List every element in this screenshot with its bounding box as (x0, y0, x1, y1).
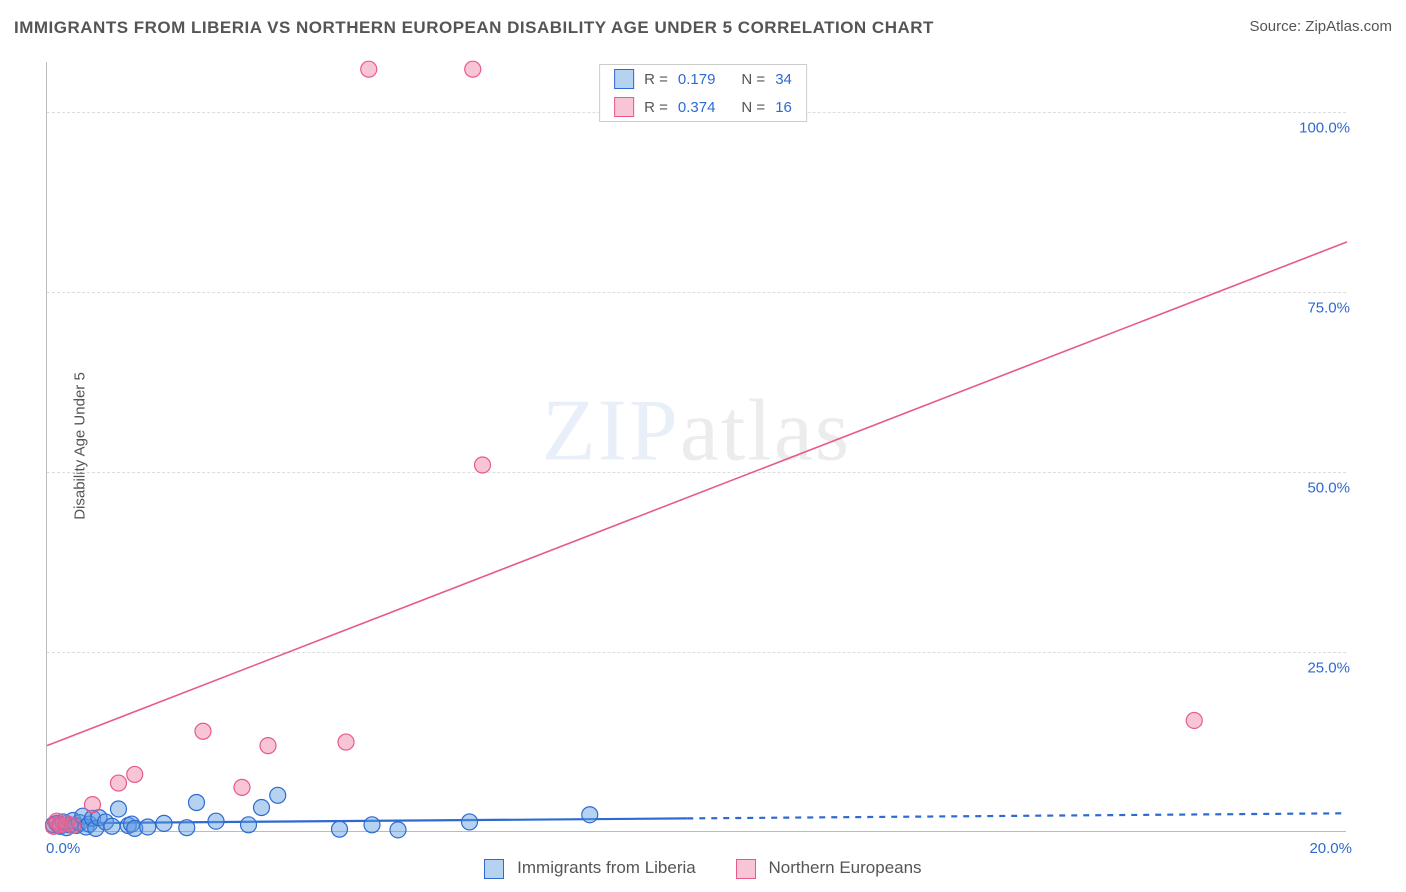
legend-label-liberia: Immigrants from Liberia (517, 858, 696, 877)
legend-r-label: R = (644, 71, 668, 88)
data-point-liberia (462, 814, 478, 830)
data-point-northern (127, 766, 143, 782)
legend-r-value-liberia: 0.179 (678, 71, 716, 88)
data-point-northern (111, 775, 127, 791)
data-point-liberia (208, 813, 224, 829)
regression-line-northern (47, 242, 1347, 746)
legend-swatch-northern (614, 97, 634, 117)
data-point-northern (465, 61, 481, 77)
plot-svg (47, 62, 1347, 832)
legend-label-northern: Northern Europeans (768, 858, 921, 877)
legend-stats-box: R = 0.179 N = 34 R = 0.374 N = 16 (599, 64, 807, 122)
data-point-northern (361, 61, 377, 77)
plot-area: ZIPatlas (46, 62, 1346, 832)
data-point-northern (65, 818, 81, 834)
legend-item-liberia: Immigrants from Liberia (484, 858, 695, 879)
legend-r-label: R = (644, 99, 668, 116)
data-point-liberia (111, 801, 127, 817)
data-point-liberia (270, 787, 286, 803)
legend-item-northern: Northern Europeans (736, 858, 922, 879)
data-point-northern (475, 457, 491, 473)
data-point-liberia (332, 821, 348, 837)
legend-n-value-liberia: 34 (775, 71, 792, 88)
x-tick-end: 20.0% (1309, 840, 1352, 857)
data-point-northern (260, 738, 276, 754)
legend-n-label: N = (741, 71, 765, 88)
x-tick-start: 0.0% (46, 840, 80, 857)
legend-r-value-northern: 0.374 (678, 99, 716, 116)
data-point-liberia (156, 815, 172, 831)
legend-series: Immigrants from Liberia Northern Europea… (0, 858, 1406, 879)
chart-title: IMMIGRANTS FROM LIBERIA VS NORTHERN EURO… (14, 18, 934, 38)
source-label: Source: ZipAtlas.com (1249, 18, 1392, 35)
data-point-northern (195, 723, 211, 739)
legend-stats-row-northern: R = 0.374 N = 16 (600, 93, 806, 121)
data-point-northern (85, 797, 101, 813)
legend-n-value-northern: 16 (775, 99, 792, 116)
legend-n-label: N = (741, 99, 765, 116)
data-point-liberia (179, 820, 195, 836)
data-point-liberia (104, 818, 120, 834)
legend-swatch-northern (736, 859, 756, 879)
data-point-liberia (189, 794, 205, 810)
regression-line-liberia-dashed (687, 813, 1347, 818)
data-point-liberia (582, 807, 598, 823)
legend-swatch-liberia (614, 69, 634, 89)
data-point-northern (1186, 712, 1202, 728)
data-point-northern (234, 779, 250, 795)
data-point-liberia (364, 817, 380, 833)
data-point-liberia (390, 822, 406, 838)
data-point-liberia (241, 817, 257, 833)
chart-container: IMMIGRANTS FROM LIBERIA VS NORTHERN EURO… (0, 0, 1406, 892)
legend-stats-row-liberia: R = 0.179 N = 34 (600, 65, 806, 93)
data-point-liberia (254, 800, 270, 816)
data-point-northern (338, 734, 354, 750)
data-point-liberia (140, 819, 156, 835)
legend-swatch-liberia (484, 859, 504, 879)
